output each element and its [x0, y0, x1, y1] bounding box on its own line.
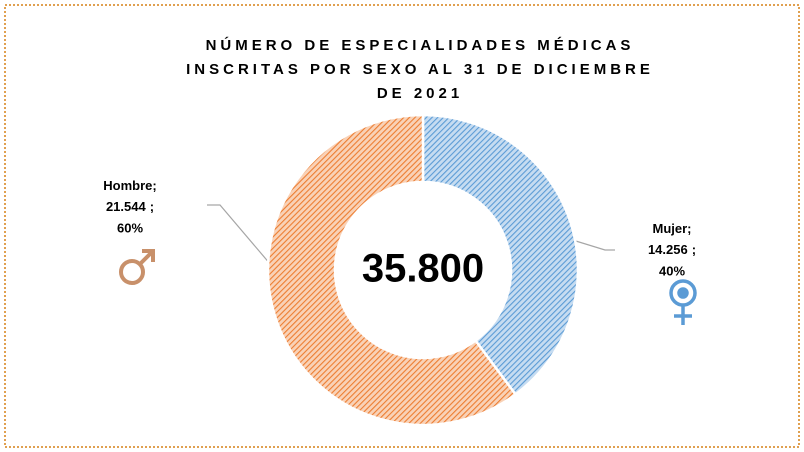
label-separator: ;: [152, 178, 156, 193]
data-label: Mujer;: [652, 221, 691, 236]
donut-segment: [266, 113, 518, 427]
percentage-label: 60%: [117, 220, 143, 235]
category-name: Hombre: [103, 178, 152, 193]
label-separator: ;: [150, 199, 154, 214]
chart-title: DE 2021: [377, 85, 463, 102]
total-label: 35.800: [362, 247, 484, 291]
label-separator: ;: [692, 242, 696, 257]
label-separator: ;: [687, 221, 691, 236]
chart-title: INSCRITAS POR SEXO AL 31 DE DICIEMBRE: [186, 61, 654, 78]
chart-border: [4, 4, 800, 448]
male-icon: [119, 249, 155, 285]
donut-segment: [421, 113, 580, 397]
chart-title: NÚMERO DE ESPECIALIDADES MÉDICAS: [206, 36, 635, 54]
value-label: 21.544: [106, 199, 147, 214]
value-label: 14.256: [648, 242, 688, 257]
female-icon: [669, 279, 697, 325]
data-label: Hombre;: [103, 178, 156, 193]
data-label: 14.256;: [648, 242, 696, 257]
percentage-label: 40%: [659, 263, 685, 278]
category-name: Mujer: [652, 221, 687, 236]
data-label: 21.544;: [106, 199, 154, 214]
